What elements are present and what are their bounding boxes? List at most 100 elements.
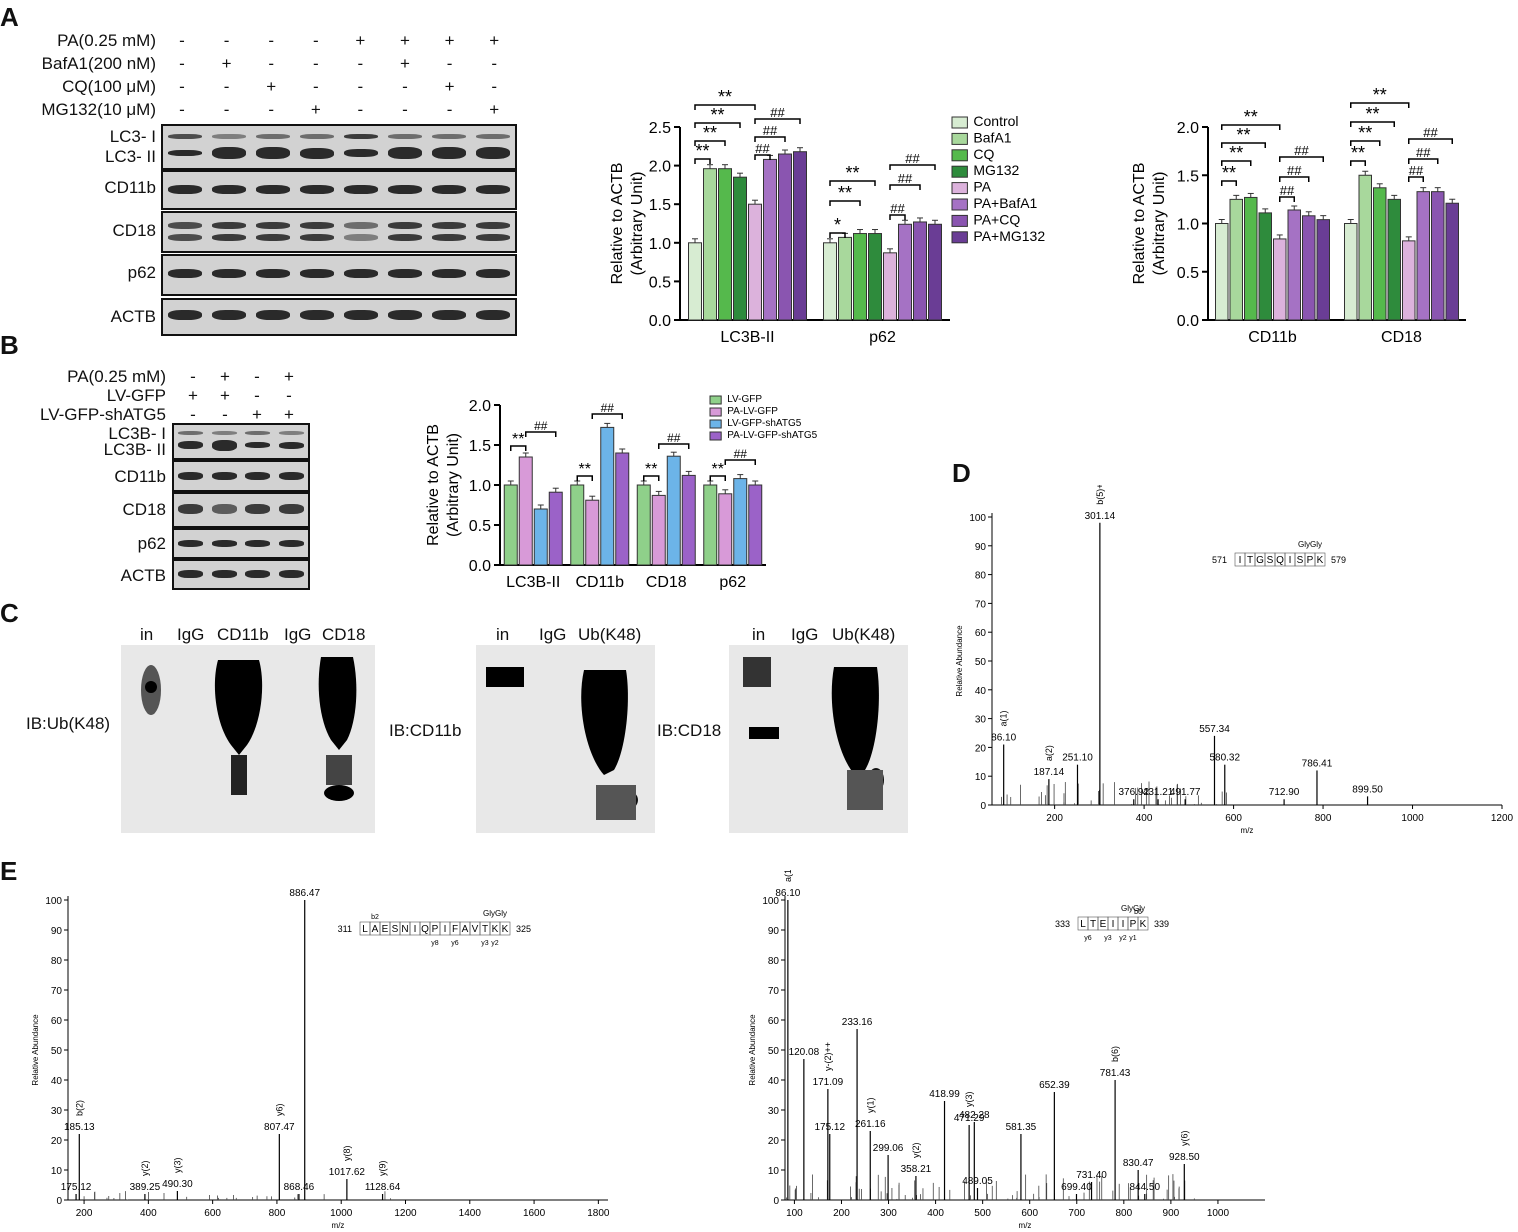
legend-label: PA bbox=[973, 179, 991, 195]
sig-bracket bbox=[1279, 196, 1295, 202]
bar bbox=[1302, 215, 1316, 321]
ion-label: y(6) bbox=[1179, 1130, 1189, 1146]
residue-box bbox=[1137, 916, 1149, 931]
sign-mark: - bbox=[222, 405, 228, 424]
legend-swatch bbox=[709, 431, 722, 441]
bar bbox=[636, 484, 651, 566]
cond-label: LV-GFP-shATG5 bbox=[40, 405, 166, 424]
blot-p62 bbox=[172, 528, 310, 559]
cond-label: PA(0.25 mM) bbox=[67, 367, 166, 386]
y-tick-label: 1.0 bbox=[649, 236, 671, 253]
y-tick-label: 70 bbox=[51, 986, 63, 997]
blot-band bbox=[344, 133, 378, 139]
ion-label: a(1) bbox=[783, 870, 793, 882]
sign-mark: - bbox=[268, 31, 275, 50]
blot-band bbox=[168, 150, 202, 156]
blot-actb bbox=[172, 559, 310, 590]
y-axis-label: (Arbitrary Unit) bbox=[1151, 171, 1168, 275]
bar bbox=[853, 233, 867, 321]
bar bbox=[703, 168, 717, 321]
sign-mark: + bbox=[188, 386, 198, 405]
sign-mark: - bbox=[179, 31, 185, 50]
bar bbox=[928, 223, 942, 321]
bar bbox=[570, 484, 585, 566]
peak-label: 830.47 bbox=[1123, 1158, 1154, 1169]
x-tick-label: LC3B-II bbox=[720, 329, 774, 346]
peak-label: 86.10 bbox=[775, 888, 800, 899]
mod-label: GlyGly bbox=[1121, 904, 1145, 913]
sig-label: ** bbox=[579, 461, 591, 478]
bar bbox=[838, 236, 852, 321]
legend-swatch bbox=[709, 395, 722, 405]
sign-mark: - bbox=[312, 31, 319, 50]
residue: Q bbox=[421, 924, 429, 935]
sig-label: * bbox=[834, 215, 841, 235]
y-tick-label: 0 bbox=[56, 1196, 62, 1207]
peak-label: 261.16 bbox=[855, 1119, 886, 1130]
ion-label: y(2) bbox=[140, 1160, 150, 1176]
bar bbox=[1244, 196, 1258, 321]
blot-band bbox=[168, 268, 202, 278]
sign-mark: - bbox=[312, 77, 319, 96]
residue-box bbox=[499, 921, 511, 936]
sign-mark: + bbox=[220, 367, 230, 386]
residue: S bbox=[1297, 555, 1304, 566]
y-tick-label: 70 bbox=[768, 986, 780, 997]
x-tick-label: 600 bbox=[1021, 1208, 1038, 1219]
blot-band bbox=[476, 268, 510, 278]
sig-label: ** bbox=[1351, 143, 1365, 163]
x-tick-label: CD18 bbox=[646, 574, 687, 590]
ip-blot-drawing bbox=[486, 667, 638, 820]
sig-bracket bbox=[1221, 160, 1252, 166]
residue: P bbox=[1130, 919, 1137, 930]
residue: K bbox=[492, 924, 499, 935]
blot-label: LC3- II bbox=[104, 147, 156, 166]
legend-label: PA+BafA1 bbox=[973, 195, 1037, 211]
bar bbox=[1287, 209, 1301, 321]
sign-mark: - bbox=[402, 77, 408, 96]
bar bbox=[600, 426, 615, 566]
blot-band bbox=[178, 504, 204, 514]
blot-band bbox=[344, 310, 378, 320]
sign-mark: + bbox=[284, 405, 294, 424]
sig-bracket bbox=[1408, 176, 1424, 182]
blot-band bbox=[476, 184, 510, 194]
sig-bracket bbox=[829, 180, 876, 186]
blot-cd18 bbox=[161, 211, 517, 253]
blot-band bbox=[178, 539, 204, 547]
y-axis-label: (Arbitrary Unit) bbox=[629, 171, 646, 275]
lane-label: Ub(K48) bbox=[578, 625, 642, 644]
y-tick-label: 60 bbox=[51, 1016, 63, 1027]
peptide-end: 339 bbox=[1154, 919, 1169, 929]
bar bbox=[503, 484, 518, 566]
y-ion-label: y2 bbox=[1119, 935, 1127, 942]
sig-bracket bbox=[889, 164, 936, 170]
sig-bracket bbox=[724, 459, 756, 465]
sig-bracket bbox=[1350, 102, 1410, 108]
residue: I bbox=[414, 924, 417, 935]
blot-band bbox=[432, 147, 466, 159]
y-tick-label: 80 bbox=[51, 956, 63, 967]
sig-bracket bbox=[694, 122, 741, 128]
sig-label: ## bbox=[601, 401, 615, 415]
sig-label: ** bbox=[645, 461, 657, 478]
peptide-end: 579 bbox=[1331, 555, 1346, 565]
sig-bracket bbox=[1408, 158, 1439, 164]
bar bbox=[733, 478, 748, 566]
sig-label: ** bbox=[703, 123, 717, 143]
peak-label: 652.39 bbox=[1039, 1080, 1070, 1091]
sign-mark: - bbox=[254, 367, 260, 386]
peak-label: 120.08 bbox=[789, 1047, 820, 1058]
b-ion-label: b6 bbox=[1134, 909, 1142, 916]
peak-label: 175.12 bbox=[61, 1182, 92, 1193]
y-tick-label: 2.0 bbox=[1177, 120, 1199, 137]
legend-label: LV-GFP-shATG5 bbox=[727, 418, 802, 429]
peak-label: 786.41 bbox=[1302, 758, 1333, 769]
sig-bracket bbox=[829, 200, 861, 206]
residue: I bbox=[1239, 555, 1242, 566]
bar bbox=[1373, 187, 1387, 321]
bar bbox=[1402, 240, 1416, 321]
blot-band bbox=[432, 233, 466, 241]
x-tick-label: 1600 bbox=[523, 1208, 546, 1219]
sig-bracket bbox=[889, 214, 906, 220]
